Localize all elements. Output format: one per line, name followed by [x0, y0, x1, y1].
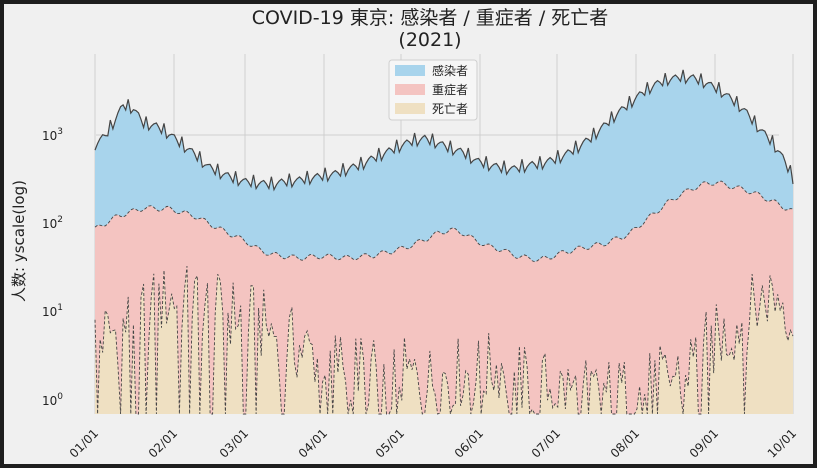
y-tick-label: 102 — [42, 215, 63, 231]
line-deaths — [94, 266, 794, 416]
y-tick-label: 101 — [42, 303, 63, 319]
x-tick-label: 06/01 — [452, 426, 486, 460]
x-tick-label: 07/01 — [529, 426, 563, 460]
x-tick-label: 05/01 — [373, 426, 407, 460]
x-tick-label: 09/01 — [687, 426, 721, 460]
legend-swatch-confirmed — [395, 65, 425, 76]
line-severe — [94, 180, 794, 263]
legend-label-deaths: 死亡者 — [432, 102, 468, 116]
chart-canvas: COVID-19 東京: 感染者 / 重症者 / 死亡者 (2021) 人数: … — [10, 7, 799, 461]
x-tick-label: 02/01 — [146, 426, 180, 460]
x-tick-label: 01/01 — [67, 426, 101, 460]
y-tick-label: 100 — [42, 392, 63, 408]
chart-title: COVID-19 東京: 感染者 / 重症者 / 死亡者 — [252, 7, 609, 29]
legend-swatch-severe — [395, 84, 425, 95]
x-tick-label: 10/01 — [765, 426, 799, 460]
y-tick-label: 103 — [42, 127, 63, 143]
line-confirmed — [94, 69, 794, 192]
chart-figure: COVID-19 東京: 感染者 / 重症者 / 死亡者 (2021) 人数: … — [4, 4, 813, 464]
y-axis-label: 人数: yscale(log) — [10, 180, 28, 302]
x-tick-label: 08/01 — [608, 426, 642, 460]
legend-label-confirmed: 感染者 — [432, 63, 468, 78]
legend-swatch-deaths — [395, 103, 425, 114]
legend-label-severe: 重症者 — [432, 82, 468, 97]
x-tick-label: 04/01 — [296, 426, 330, 460]
series-areas — [94, 69, 794, 416]
chart-subtitle: (2021) — [398, 29, 461, 51]
x-tick-label: 03/01 — [217, 426, 251, 460]
